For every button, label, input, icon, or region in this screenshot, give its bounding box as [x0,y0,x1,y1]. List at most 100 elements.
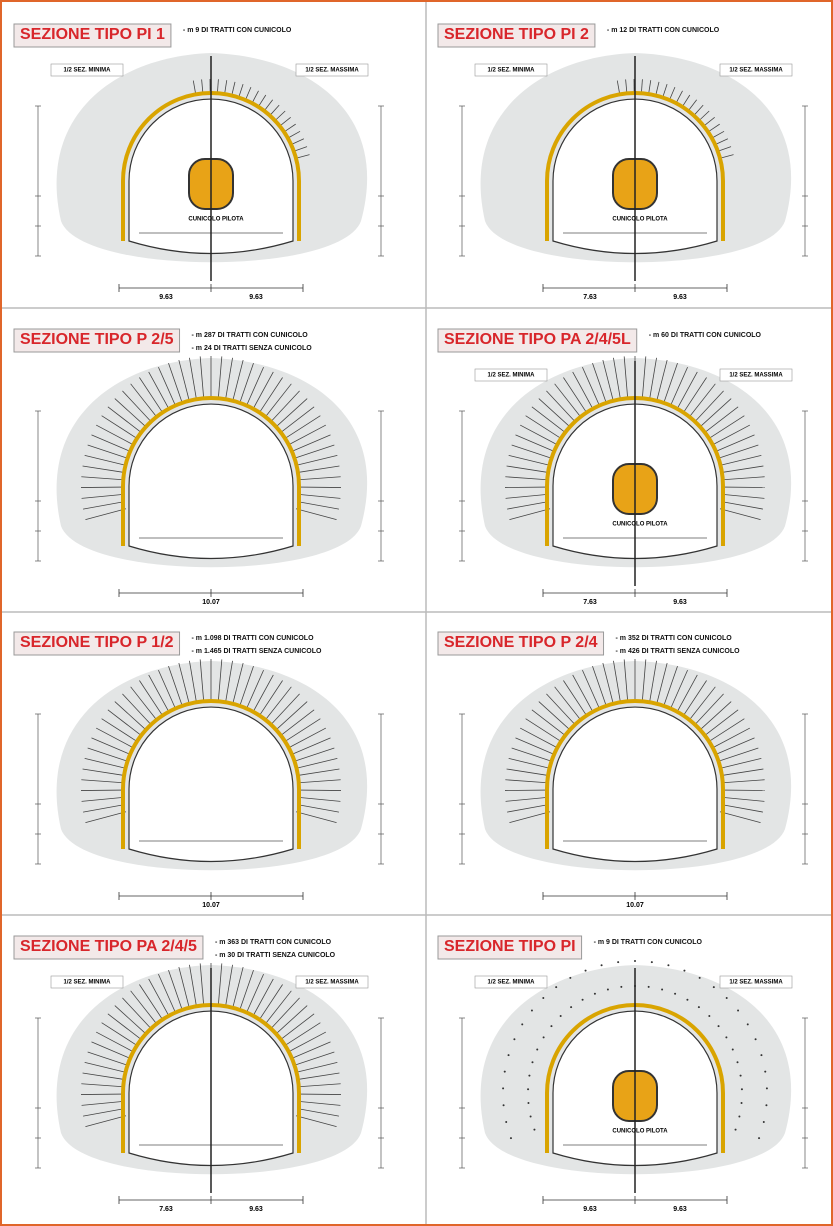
grout-point [726,997,728,999]
half-section-label: 1/2 SEZ. MINIMA [63,68,111,74]
grout-point [735,1129,737,1131]
drawing-sheet: SEZIONE TIPO PI 1 - m 9 DI TRATTI CON CUN… [0,0,833,1226]
dimension-label: 9.63 [583,1206,597,1213]
grout-point [741,1102,743,1104]
half-section-label: 1/2 SEZ. MASSIMA [305,68,359,74]
dimension-label: 7.63 [583,599,597,606]
section-title: SEZIONE TIPO PI 2 [444,26,589,43]
grout-point [560,1015,562,1017]
grout-point [740,1075,742,1077]
tunnel-profile [553,707,717,861]
section-title: SEZIONE TIPO P 2/4 [444,634,598,651]
section-title: SEZIONE TIPO PA 2/4/5L [444,331,631,348]
grout-point [741,1088,743,1090]
half-section-label: 1/2 SEZ. MASSIMA [305,980,359,986]
grout-point [755,1038,757,1040]
grout-point [530,1115,532,1117]
dimension-label: 9.63 [673,599,687,606]
grout-point [737,1061,739,1063]
grout-point [620,986,622,988]
grout-point [763,1121,765,1123]
dimension-label: 7.63 [583,294,597,301]
length-note: - m 9 DI TRATTI CON CUNICOLO [183,27,292,34]
annotation: CUNICOLO PILOTA [612,522,668,528]
grout-point [570,1006,572,1008]
grout-point [764,1071,766,1073]
grout-point [555,986,557,988]
grout-point [531,1061,533,1063]
half-section-label: 1/2 SEZ. MINIMA [487,980,535,986]
grout-point [582,999,584,1001]
grout-point [543,1036,545,1038]
length-note: - m 352 DI TRATTI CON CUNICOLO [616,635,733,642]
grout-point [510,1137,512,1139]
grout-point [531,1010,533,1012]
grout-point [661,988,663,990]
dimension-label: 9.63 [249,1206,263,1213]
annotation: CUNICOLO PILOTA [612,1129,668,1135]
grout-point [550,1025,552,1027]
half-section-label: 1/2 SEZ. MINIMA [487,373,535,379]
grout-point [699,977,701,979]
grout-point [760,1054,762,1056]
grout-point [718,1025,720,1027]
length-note: - m 9 DI TRATTI CON CUNICOLO [594,939,703,946]
grout-point [601,964,603,966]
length-note: - m 287 DI TRATTI CON CUNICOLO [192,332,309,339]
grout-point [683,970,685,972]
grout-point [713,986,715,988]
grout-point [585,970,587,972]
grout-point [542,997,544,999]
section-title: SEZIONE TIPO PA 2/4/5 [20,938,197,955]
grout-point [521,1023,523,1025]
length-note: - m 363 DI TRATTI CON CUNICOLO [215,939,332,946]
length-note: - m 60 DI TRATTI CON CUNICOLO [649,332,762,339]
section-title: SEZIONE TIPO P 2/5 [20,331,174,348]
dimension-label: 9.63 [673,294,687,301]
grout-point [698,1006,700,1008]
dimension-label: 10.07 [202,902,220,909]
grout-point [569,977,571,979]
grout-point [505,1121,507,1123]
length-note: - m 12 DI TRATTI CON CUNICOLO [607,27,720,34]
grout-point [634,960,636,962]
dimension-label: 9.63 [159,294,173,301]
grout-point [527,1102,529,1104]
grout-point [502,1087,504,1089]
half-section-label: 1/2 SEZ. MASSIMA [729,68,783,74]
dimension-label: 9.63 [673,1206,687,1213]
grout-point [648,986,650,988]
grout-point [737,1010,739,1012]
length-note: - m 24 DI TRATTI SENZA CUNICOLO [192,345,313,352]
grout-point [708,1015,710,1017]
length-note: - m 426 DI TRATTI SENZA CUNICOLO [616,648,741,655]
length-note: - m 1.098 DI TRATTI CON CUNICOLO [192,635,315,642]
grout-point [667,964,669,966]
half-section-label: 1/2 SEZ. MASSIMA [729,980,783,986]
dimension-label: 7.63 [159,1206,173,1213]
grout-point [766,1087,768,1089]
grout-point [504,1071,506,1073]
grout-point [674,993,676,995]
grout-point [513,1038,515,1040]
grout-point [536,1048,538,1050]
grout-point [651,961,653,963]
grout-point [686,999,688,1001]
section-title: SEZIONE TIPO P 1/2 [20,634,174,651]
grout-point [765,1104,767,1106]
grout-point [607,988,609,990]
grout-point [528,1075,530,1077]
half-section-label: 1/2 SEZ. MASSIMA [729,373,783,379]
grout-point [617,961,619,963]
section-title: SEZIONE TIPO PI 1 [20,26,165,43]
grout-point [725,1036,727,1038]
length-note: - m 1.465 DI TRATTI SENZA CUNICOLO [192,648,322,655]
grout-point [533,1129,535,1131]
length-note: - m 30 DI TRATTI SENZA CUNICOLO [215,952,336,959]
half-section-label: 1/2 SEZ. MINIMA [487,68,535,74]
tunnel-profile [129,707,293,861]
grout-point [503,1104,505,1106]
grout-point [594,993,596,995]
grout-point [758,1137,760,1139]
grout-point [747,1023,749,1025]
